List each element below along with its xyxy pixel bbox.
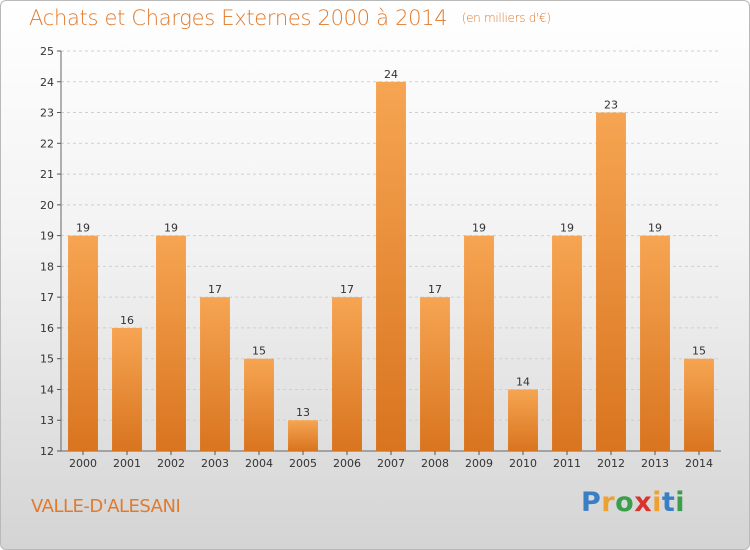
y-tick-label: 17 (40, 291, 54, 304)
bar-value-label: 14 (516, 375, 530, 388)
x-tick-label: 2000 (69, 457, 97, 470)
bar (332, 297, 362, 451)
bar (112, 327, 142, 451)
bar-value-label: 16 (120, 314, 134, 327)
bar (376, 81, 406, 452)
bar (420, 297, 450, 451)
logo-letter: i (675, 487, 686, 518)
bar-value-label: 19 (472, 222, 486, 235)
y-tick-label: 14 (40, 383, 54, 396)
logo-letter: P (581, 487, 602, 518)
bar (596, 112, 626, 452)
logo-letter: r (601, 487, 616, 518)
y-tick-label: 20 (40, 199, 54, 212)
x-tick-label: 2004 (245, 457, 273, 470)
bar-value-label: 19 (648, 222, 662, 235)
y-tick-label: 16 (40, 322, 54, 335)
x-tick-label: 2014 (685, 457, 713, 470)
bar (464, 235, 494, 451)
y-tick-label: 25 (40, 45, 54, 58)
x-tick-label: 2007 (377, 457, 405, 470)
bar-value-label: 15 (692, 345, 706, 358)
logo-letter: i (652, 487, 662, 518)
x-tick-label: 2005 (289, 457, 317, 470)
bar (200, 297, 230, 451)
bar (684, 358, 714, 451)
x-tick-label: 2011 (553, 457, 581, 470)
x-tick-label: 2003 (201, 457, 229, 470)
logo-letter: x (634, 487, 653, 518)
y-tick-label: 24 (40, 76, 54, 89)
bar-value-label: 13 (296, 406, 310, 419)
x-tick-label: 2010 (509, 457, 537, 470)
bar (156, 235, 186, 451)
x-tick-label: 2006 (333, 457, 361, 470)
x-tick-label: 2012 (597, 457, 625, 470)
bar-value-label: 23 (604, 99, 618, 112)
y-tick-label: 21 (40, 168, 54, 181)
y-tick-label: 23 (40, 107, 54, 120)
bar-value-label: 17 (208, 283, 222, 296)
bar (508, 389, 538, 451)
bar-value-label: 19 (76, 222, 90, 235)
bar-value-label: 15 (252, 345, 266, 358)
y-tick-label: 22 (40, 137, 54, 150)
logo-letter: t (661, 487, 676, 518)
x-tick-label: 2001 (113, 457, 141, 470)
commune-name: VALLE-D'ALESANI (31, 496, 181, 517)
x-tick-label: 2013 (641, 457, 669, 470)
bar (640, 235, 670, 451)
bar (552, 235, 582, 451)
bar (68, 235, 98, 451)
y-tick-label: 18 (40, 260, 54, 273)
bar-value-label: 17 (340, 283, 354, 296)
bar (244, 358, 274, 451)
bar-value-label: 17 (428, 283, 442, 296)
y-tick-label: 13 (40, 414, 54, 427)
bar-value-label: 19 (164, 222, 178, 235)
x-tick-label: 2002 (157, 457, 185, 470)
y-tick-label: 15 (40, 353, 54, 366)
chart-title-main: Achats et Charges Externes 2000 à 2014 (29, 6, 448, 30)
logo-letter: o (615, 487, 635, 518)
bar-value-label: 19 (560, 222, 574, 235)
chart-title-unit: (en milliers d'€) (461, 11, 551, 25)
chart-title: Achats et Charges Externes 2000 à 2014 (… (29, 6, 551, 30)
y-tick-label: 12 (40, 445, 54, 458)
x-tick-label: 2008 (421, 457, 449, 470)
y-tick-label: 19 (40, 230, 54, 243)
x-tick-label: 2009 (465, 457, 493, 470)
proxiti-logo: Proxiti (581, 487, 685, 518)
bar-value-label: 24 (384, 68, 398, 81)
bar (288, 420, 318, 451)
